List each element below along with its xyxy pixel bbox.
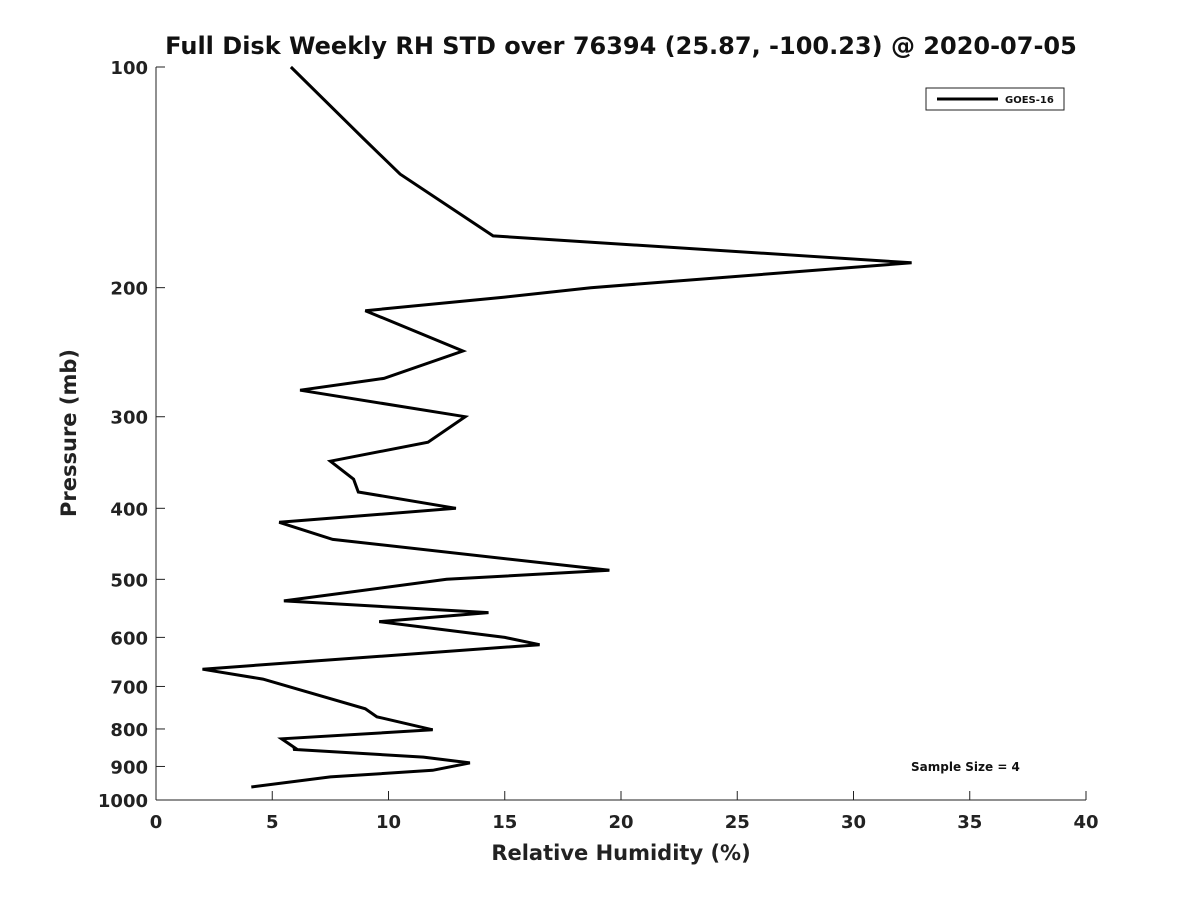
y-tick-label: 200 [110,279,148,300]
y-axis-label: Pressure (mb) [57,349,81,517]
x-tick-label: 20 [608,812,633,833]
x-tick-label: 5 [266,812,279,833]
chart-title: Full Disk Weekly RH STD over 76394 (25.8… [165,32,1077,60]
x-tick-label: 0 [150,812,163,833]
y-tick-label: 1000 [98,791,148,812]
legend-entry-goes16: GOES-16 [1005,95,1054,106]
y-tick-label: 600 [110,628,148,649]
x-tick-label: 30 [841,812,866,833]
y-tick-label: 900 [110,757,148,778]
y-tick-label: 100 [110,58,148,79]
x-tick-label: 25 [725,812,750,833]
y-tick-label: 300 [110,408,148,429]
x-tick-label: 15 [492,812,517,833]
y-tick-label: 700 [110,677,148,698]
sample-size-annotation: Sample Size = 4 [911,760,1020,774]
y-tick-label: 400 [110,499,148,520]
series-line-goes16 [202,65,912,789]
y-tick-label: 500 [110,570,148,591]
x-tick-label: 35 [957,812,982,833]
x-axis-ticks: 0 5 10 15 20 25 30 35 40 [150,791,1099,833]
x-tick-label: 10 [376,812,401,833]
y-tick-label: 800 [110,720,148,741]
x-tick-label: 40 [1073,812,1098,833]
y-axis-ticks: 100 200 300 400 500 600 700 800 900 1000 [98,58,165,812]
x-axis-label: Relative Humidity (%) [491,841,750,865]
legend: GOES-16 [925,87,1065,111]
